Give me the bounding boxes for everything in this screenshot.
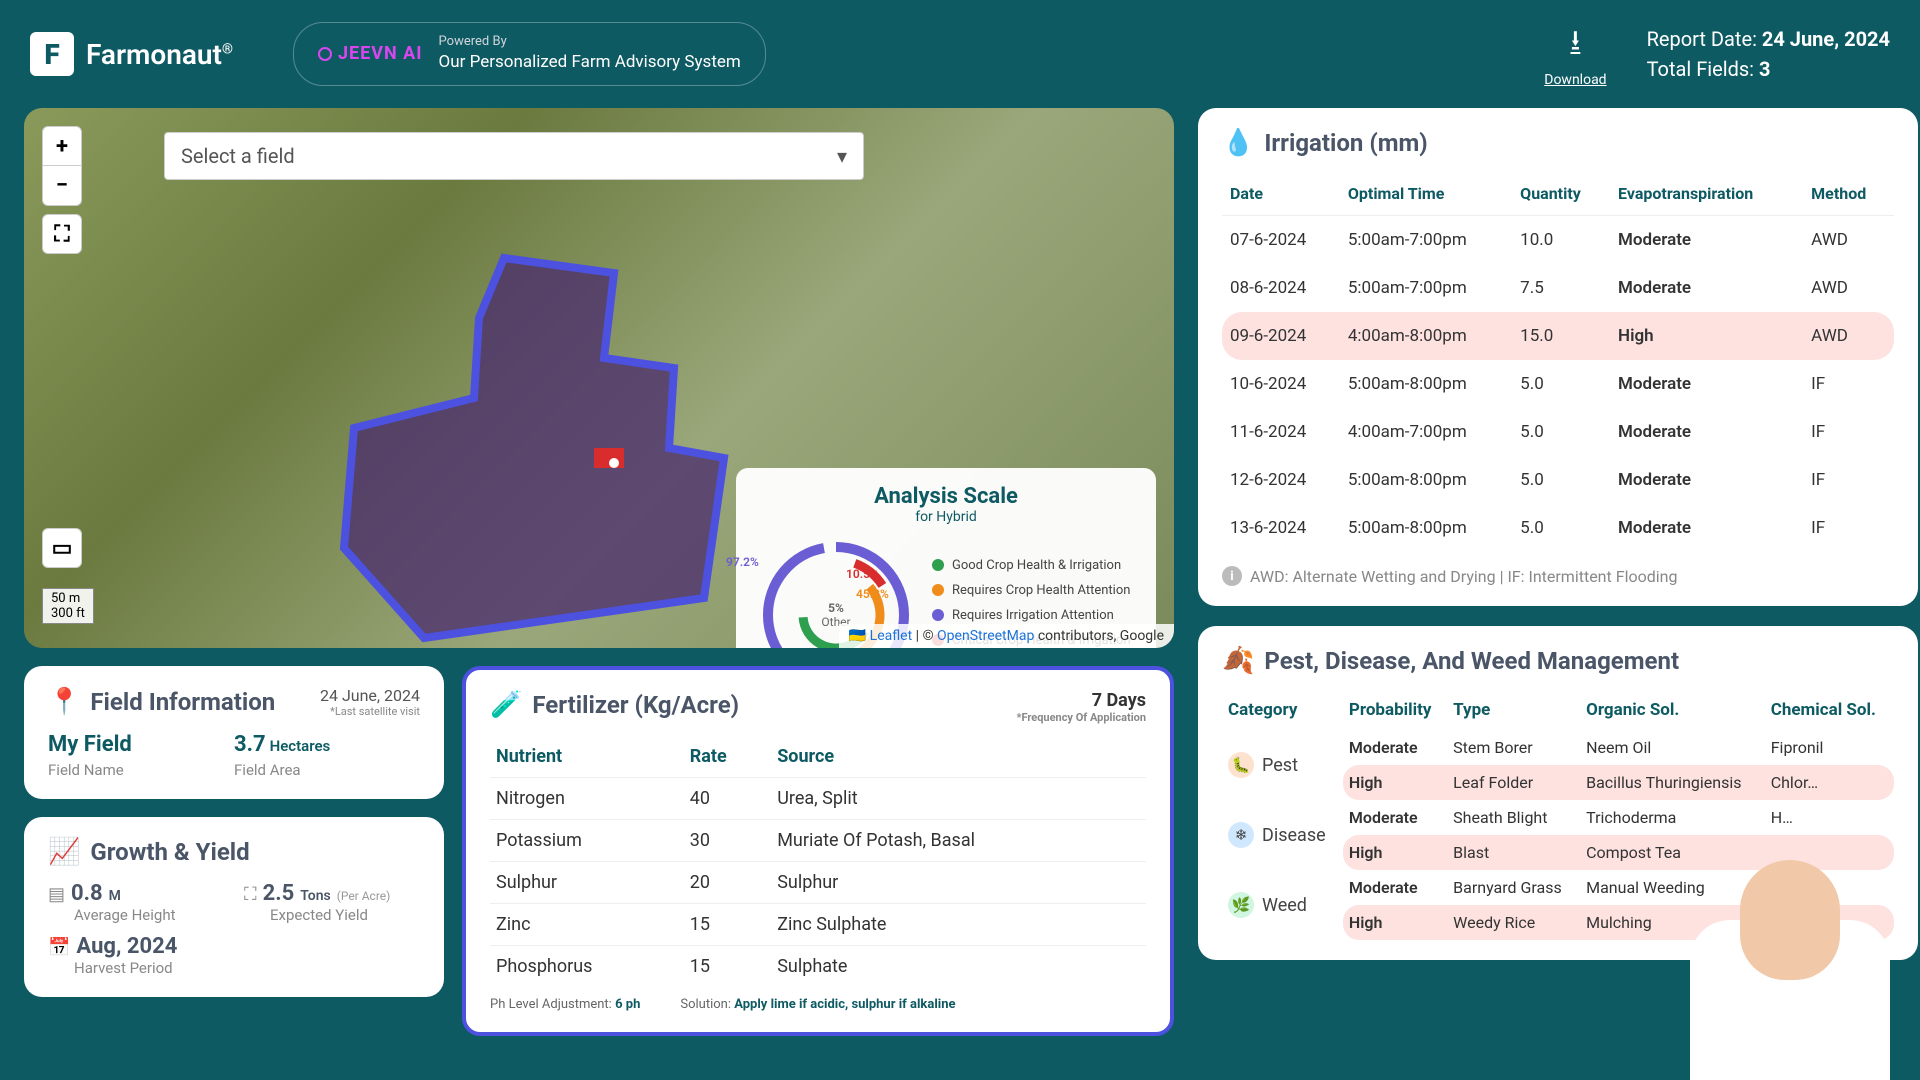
growth-item: ⛶2.5Tons(Per Acre)Expected Yield (244, 881, 420, 924)
download-button[interactable]: ⭳ Download (1544, 20, 1606, 88)
growth-item: 📅Aug, 2024Harvest Period (48, 934, 224, 977)
growth-item: ▤0.8MAverage Height (48, 881, 224, 924)
powered-by-label: Powered By (439, 33, 741, 51)
table-row: 07-6-20245:00am-7:00pm10.0ModerateAWD (1222, 216, 1894, 265)
pin-icon: 📍 (48, 687, 80, 717)
fertilizer-card: 🧪Fertilizer (Kg/Acre) 7 Days*Frequency O… (462, 666, 1174, 1036)
table-row: 🐛PestModerateStem BorerNeem OilFipronil (1222, 730, 1894, 765)
zoom-out-button[interactable]: − (42, 166, 82, 206)
field-name-label: Field Name (48, 761, 234, 779)
fertilizer-table: NutrientRateSource Nitrogen40Urea, Split… (490, 736, 1146, 987)
irrigation-footnote: AWD: Alternate Wetting and Drying | IF: … (1250, 567, 1677, 586)
legend-item: Requires Crop Health Attention (932, 583, 1131, 598)
field-area-value: 3.7 (234, 732, 266, 757)
report-info: Report Date: 24 June, 2024 Total Fields:… (1647, 24, 1890, 84)
header: F Farmonaut® JEEVN AI Powered By Our Per… (0, 0, 1920, 108)
flask-icon: 🧪 (490, 690, 522, 720)
brand-icon: F (30, 32, 74, 76)
growth-title: Growth & Yield (90, 838, 249, 866)
table-row: Potassium30Muriate Of Potash, Basal (490, 820, 1146, 862)
info-icon: i (1222, 566, 1242, 586)
water-icon: 💧 (1222, 128, 1254, 158)
brand-r: ® (222, 41, 233, 57)
analysis-subtitle: for Hybrid (756, 509, 1136, 525)
growth-icon: 📈 (48, 837, 80, 867)
table-row: Zinc15Zinc Sulphate (490, 904, 1146, 946)
table-row: 10-6-20245:00am-8:00pm5.0ModerateIF (1222, 360, 1894, 408)
table-row: Phosphorus15Sulphate (490, 946, 1146, 988)
ai-logo: JEEVN AI (318, 43, 423, 64)
table-row: Nitrogen40Urea, Split (490, 778, 1146, 820)
table-row: 08-6-20245:00am-7:00pm7.5ModerateAWD (1222, 264, 1894, 312)
fullscreen-button[interactable]: ⛶ (42, 214, 82, 254)
irrigation-table: DateOptimal TimeQuantityEvapotranspirati… (1222, 172, 1894, 552)
legend-item: Good Crop Health & Irrigation (932, 558, 1131, 573)
zoom-in-button[interactable]: + (42, 126, 82, 166)
chevron-down-icon: ▾ (837, 144, 847, 168)
irrigation-title: Irrigation (mm) (1264, 129, 1427, 157)
assistant-avatar (1690, 840, 1890, 1080)
leaflet-link[interactable]: Leaflet (870, 628, 913, 644)
field-info-card: 📍Field Information 24 June, 2024*Last sa… (24, 666, 444, 799)
table-row: 13-6-20245:00am-8:00pm5.0ModerateIF (1222, 504, 1894, 552)
osm-link[interactable]: OpenStreetMap (937, 628, 1034, 644)
map-attribution: 🇺🇦 Leaflet | © OpenStreetMap contributor… (839, 624, 1174, 648)
table-row: 11-6-20244:00am-7:00pm5.0ModerateIF (1222, 408, 1894, 456)
analysis-title: Analysis Scale (756, 484, 1136, 509)
legend-item: Requires Irrigation Attention (932, 608, 1131, 623)
download-icon: ⭳ (1544, 20, 1606, 68)
field-info-title: Field Information (90, 688, 275, 716)
fertilizer-title: Fertilizer (Kg/Acre) (532, 691, 739, 719)
measure-button[interactable]: ▭ (42, 528, 82, 568)
ai-badge: JEEVN AI Powered By Our Personalized Far… (293, 22, 766, 86)
brand-name: Farmonaut (86, 38, 222, 71)
irrigation-card: 💧 Irrigation (mm) DateOptimal TimeQuantit… (1198, 108, 1918, 606)
map-scale: 50 m 300 ft (42, 588, 94, 624)
field-select-dropdown[interactable]: Select a field ▾ (164, 132, 864, 180)
growth-yield-card: 📈 Growth & Yield ▤0.8MAverage Height ⛶2.5T… (24, 817, 444, 997)
table-row: 12-6-20245:00am-8:00pm5.0ModerateIF (1222, 456, 1894, 504)
analysis-scale-card: Analysis Scale for Hybrid 5%Other 97.2% … (736, 468, 1156, 648)
table-row: ❄DiseaseModerateSheath BlightTrichoderma… (1222, 800, 1894, 835)
ai-tagline: Our Personalized Farm Advisory System (439, 51, 741, 75)
field-name-value: My Field (48, 732, 234, 757)
map-panel[interactable]: + − ⛶ Select a field ▾ ▭ 50 m 300 ft (24, 108, 1174, 648)
leaf-icon: 🍂 (1222, 646, 1254, 676)
brand-logo: F Farmonaut® (30, 32, 233, 76)
table-row: Sulphur20Sulphur (490, 862, 1146, 904)
field-area-label: Field Area (234, 761, 420, 779)
field-polygon (304, 248, 774, 648)
pest-title: Pest, Disease, And Weed Management (1264, 647, 1679, 675)
table-row: 09-6-20244:00am-8:00pm15.0HighAWD (1222, 312, 1894, 360)
